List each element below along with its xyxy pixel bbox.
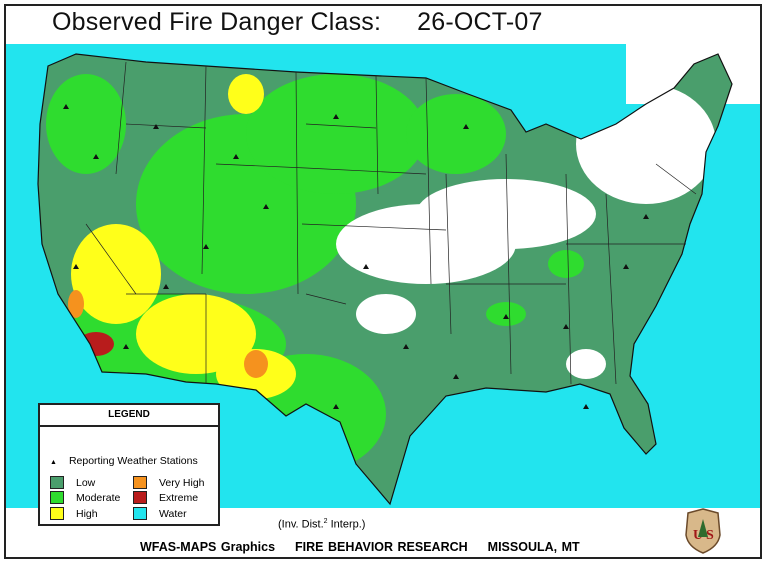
forest-service-logo: U S (685, 508, 721, 554)
legend-item-moderate: Moderate (50, 491, 120, 504)
legend-label: Very High (159, 476, 205, 489)
legend-label: Water (159, 507, 187, 520)
legend-item-high: High (50, 507, 98, 520)
footer-right: MISSOULA, MT (487, 540, 580, 554)
legend-item-extreme: Extreme (133, 491, 198, 504)
swatch (133, 476, 147, 489)
footer-credits: WFAS-MAPS Graphics FIRE BEHAVIOR RESEARCH… (140, 540, 600, 554)
stations-label: Reporting Weather Stations (68, 455, 198, 467)
title-label: Observed Fire Danger Class: (52, 8, 382, 36)
map-date: 26-OCT-07 (417, 8, 543, 36)
swatch (133, 507, 147, 520)
footer-left: WFAS-MAPS Graphics (140, 540, 276, 554)
interp-sup: 2 (323, 518, 328, 525)
legend-item-very-high: Very High (133, 476, 205, 489)
interpolation-note: (Inv. Dist.2 Interp.) (278, 518, 365, 531)
legend-item-water: Water (133, 507, 187, 520)
interp-post: Interp.) (327, 518, 366, 531)
interp-pre: (Inv. Dist. (278, 518, 324, 531)
map-legend: LEGEND ▲ Reporting Weather Stations Low M… (38, 403, 220, 526)
legend-label: High (76, 507, 98, 520)
station-triangle-icon: ▲ (50, 459, 57, 466)
footer-center: FIRE BEHAVIOR RESEARCH (295, 540, 468, 554)
svg-text:U: U (693, 528, 703, 543)
swatch (50, 491, 64, 504)
swatch (133, 491, 147, 504)
svg-text:S: S (706, 528, 714, 543)
legend-label: Low (76, 476, 96, 489)
legend-item-low: Low (50, 476, 95, 489)
legend-label: Moderate (76, 491, 121, 504)
state-borders (85, 61, 697, 385)
legend-label: Extreme (159, 491, 199, 504)
legend-stations: ▲ Reporting Weather Stations (50, 455, 198, 467)
swatch (50, 507, 64, 520)
swatch (50, 476, 64, 489)
legend-heading: LEGEND (40, 405, 218, 427)
map-title: Observed Fire Danger Class: 26-OCT-07 (52, 8, 543, 37)
